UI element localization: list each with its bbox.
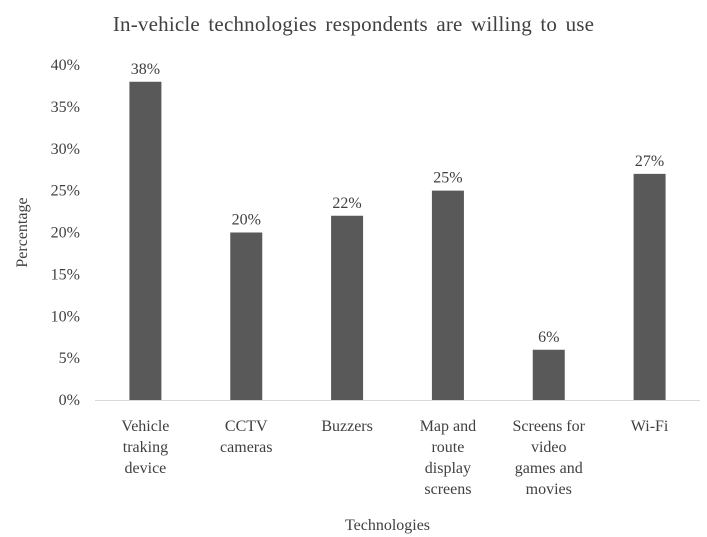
x-category-label: Wi-Fi: [631, 418, 669, 435]
x-category-label: Screens for video games and movies: [513, 418, 586, 498]
bars: [129, 81, 666, 400]
y-tick-label: 15%: [51, 266, 80, 283]
x-category-label: Buzzers: [321, 418, 373, 435]
x-category-label-line: Vehicle: [121, 418, 169, 435]
bar: [331, 215, 364, 400]
x-category-label-line: Map and: [420, 418, 476, 435]
x-category-label-line: Wi-Fi: [631, 418, 669, 435]
x-category-label: Map and route display screens: [420, 418, 476, 498]
y-tick-label: 35%: [51, 99, 80, 116]
bar: [633, 173, 666, 400]
x-category-label-line: Screens for: [513, 418, 586, 435]
x-category-label-line: device: [125, 460, 167, 477]
data-label: 22%: [332, 195, 361, 212]
x-category-label: Vehicle traking device: [121, 418, 169, 477]
y-tick-label: 40%: [51, 57, 80, 74]
x-category-label-line: cameras: [220, 439, 272, 456]
x-category-label-line: movies: [526, 481, 572, 498]
y-tick-label: 30%: [51, 141, 80, 158]
y-tick-label: 5%: [59, 350, 80, 367]
bar: [431, 190, 464, 400]
bar: [230, 232, 263, 400]
y-tick-label: 10%: [51, 308, 80, 325]
category-labels: Vehicle traking device CCTV cameras Buzzers Ma…: [121, 418, 669, 498]
x-category-label-line: display: [425, 460, 471, 477]
data-label: 6%: [538, 329, 559, 346]
data-labels: 38% 20% 22% 25% 6% 27%: [131, 61, 664, 346]
x-category-label-line: games and: [515, 460, 583, 477]
x-category-label-line: route: [431, 439, 464, 456]
x-axis-title: Technologies: [345, 517, 430, 534]
x-category-label: CCTV cameras: [220, 418, 272, 456]
data-label: 38%: [131, 61, 160, 78]
x-category-label-line: screens: [424, 481, 471, 498]
x-category-label-line: video: [531, 439, 567, 456]
chart-title: In-vehicle technologies respondents are …: [112, 12, 595, 36]
bar: [129, 81, 162, 400]
y-axis-ticks: 0% 5% 10% 15% 20% 25% 30% 35% 40%: [51, 57, 80, 409]
y-tick-label: 20%: [51, 225, 80, 242]
x-category-label-line: traking: [123, 439, 168, 456]
data-label: 20%: [232, 212, 261, 229]
y-axis-title: Percentage: [14, 197, 31, 267]
x-category-label-line: CCTV: [225, 418, 268, 435]
data-label: 27%: [635, 153, 664, 170]
x-category-label-line: Buzzers: [321, 418, 373, 435]
bar: [532, 349, 565, 400]
y-tick-label: 25%: [51, 183, 80, 200]
y-tick-label: 0%: [59, 392, 80, 409]
data-label: 25%: [433, 170, 462, 187]
